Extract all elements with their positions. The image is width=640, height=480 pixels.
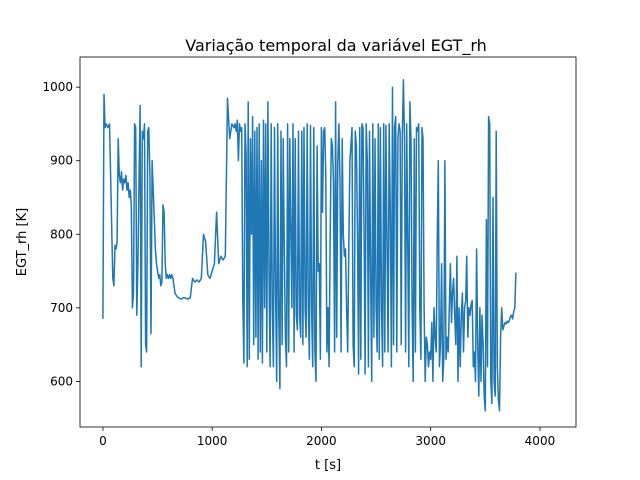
x-axis-label: t [s] — [315, 458, 341, 473]
x-tick-label: 1000 — [197, 434, 228, 448]
y-tick-label: 900 — [50, 154, 73, 168]
y-axis-ticks: 600 700 800 900 1000 — [42, 80, 80, 388]
chart-title: Variação temporal da variável EGT_rh — [185, 36, 487, 56]
x-axis-ticks: 0 1000 2000 3000 4000 — [99, 427, 555, 448]
y-tick-label: 600 — [50, 374, 73, 388]
y-tick-label: 800 — [50, 227, 73, 241]
y-axis-label: EGT_rh [K] — [15, 208, 30, 276]
plot-area — [79, 56, 577, 428]
x-tick-label: 4000 — [525, 434, 556, 448]
y-tick-label: 1000 — [42, 80, 73, 94]
x-tick-label: 0 — [99, 434, 107, 448]
y-tick-label: 700 — [50, 301, 73, 315]
axes-frame — [79, 56, 577, 428]
series-line-egt-rh — [102, 79, 517, 412]
x-tick-label: 2000 — [306, 434, 337, 448]
x-tick-label: 3000 — [415, 434, 446, 448]
